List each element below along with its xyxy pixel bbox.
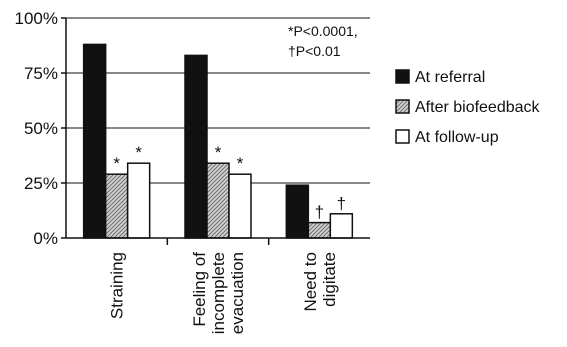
legend-swatch-after-biofeedback [395,99,410,114]
category-label-need-to: digitate [320,252,339,307]
bars [82,43,354,239]
significance-marker: * [237,154,244,173]
significance-marker: * [135,143,142,162]
annotation-line-1: *P<0.0001, [288,23,358,39]
y-tick-label: 50% [24,119,58,138]
bar-at-follow-up-need-to [329,213,354,239]
significance-marker: † [337,194,346,213]
legend-label-at-follow-up: At follow-up [415,129,499,146]
bar-at-referral-straining [82,43,107,239]
legend-swatch-at-follow-up [395,129,410,144]
axes [61,17,370,245]
category-label-feeling-of: incomplete [209,252,228,334]
category-label-straining: Straining [108,252,127,319]
legend-label-at-referral: At referral [415,69,485,86]
annotation-line-2: †P<0.01 [288,43,341,59]
bar-at-follow-up-straining [126,162,151,239]
y-tick-labels: 0% 25% 50% 75% 100% [15,9,58,248]
bar-at-referral-need-to [285,184,310,239]
bar-after-biofeedback-feeling-of [206,162,230,239]
category-label-need-to: Need to [301,252,320,312]
bar-at-follow-up-feeling-of [228,173,252,239]
legend: At referral After biofeedback At follow-up [395,69,541,146]
legend-label-after-biofeedback: After biofeedback [415,99,541,116]
legend-swatch-at-referral [395,69,410,84]
y-tick-label: 0% [33,229,58,248]
category-label-feeling-of: evacuation [228,252,247,334]
bar-after-biofeedback-straining [104,173,129,239]
category-labels: Straining Feeling of incomplete evacuation N… [108,252,339,334]
bar-at-referral-feeling-of [184,54,208,239]
y-tick-label: 25% [24,174,58,193]
significance-marker: † [315,203,324,222]
y-tick-label: 75% [24,64,58,83]
significance-marker: * [215,143,222,162]
y-tick-label: 100% [15,9,58,28]
significance-marker: * [113,154,120,173]
bar-after-biofeedback-need-to [307,221,332,239]
significance-markers: * * * * † † [113,143,346,221]
category-label-feeling-of: Feeling of [190,252,209,327]
p-value-annotation: *P<0.0001, †P<0.01 [288,23,358,59]
